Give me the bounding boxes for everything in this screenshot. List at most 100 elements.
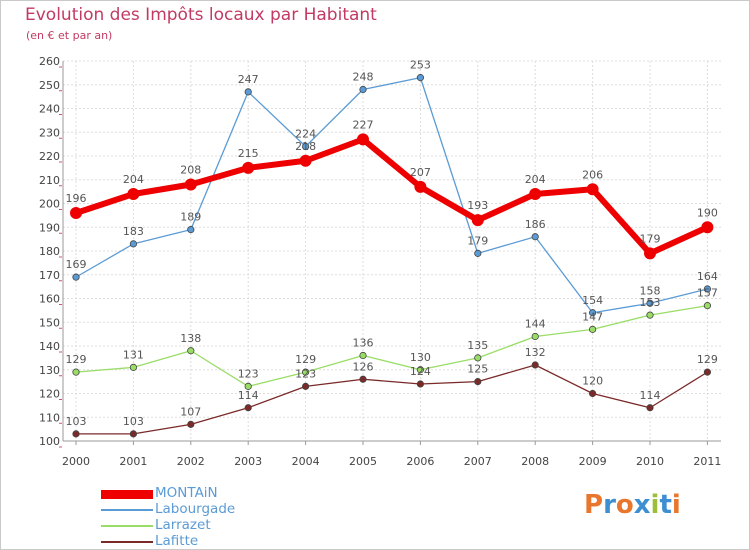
series-line-lafitte (76, 364, 708, 435)
data-label: 186 (525, 218, 546, 231)
data-point (531, 332, 539, 341)
data-label: 227 (353, 118, 374, 131)
y-tick-label: 100 (39, 435, 60, 448)
data-label: 132 (525, 346, 546, 359)
chart-subtitle: (en € et par an) (26, 29, 113, 42)
data-label: 179 (640, 232, 661, 245)
legend-item-montain: MONTAiN (101, 485, 321, 502)
data-label: 129 (295, 353, 316, 366)
data-point (646, 404, 654, 412)
y-tick-label: 250 (39, 79, 60, 92)
y-tick-label: 160 (39, 293, 60, 306)
data-label: 131 (123, 348, 144, 361)
data-point (474, 354, 482, 362)
data-label: 123 (295, 367, 316, 380)
data-label: 123 (238, 367, 259, 380)
data-label: 135 (467, 339, 488, 352)
legend-item-lafitte: Lafitte (101, 533, 321, 550)
data-label: 190 (697, 206, 718, 219)
chart-title: Evolution des Impôts locaux par Habitant (25, 5, 377, 25)
data-point (703, 285, 712, 293)
data-point (416, 380, 424, 388)
data-label: 154 (582, 294, 603, 307)
data-label: 158 (640, 284, 661, 297)
data-point (474, 378, 482, 386)
data-label: 224 (295, 128, 316, 141)
data-label: 125 (467, 363, 488, 376)
y-tick-label: 190 (39, 221, 60, 234)
logo-letter: t (659, 490, 672, 520)
data-label: 103 (123, 415, 144, 428)
series-line-larrazet (75, 304, 708, 388)
y-tick-label: 150 (39, 316, 60, 329)
legend-item-labourgade: Labourgade (101, 501, 321, 518)
data-point (301, 382, 310, 390)
data-point (703, 302, 712, 310)
line-chart: 100 110 120 130 140 150 160 170 180 190 200 210 220 2… (39, 55, 721, 468)
data-point (588, 389, 597, 398)
logo-letter: i (671, 490, 681, 520)
y-tick-label: 130 (39, 364, 60, 377)
data-point (187, 226, 195, 234)
data-point (357, 133, 369, 146)
data-label: 169 (66, 258, 87, 271)
logo-letter: o (615, 490, 634, 520)
x-tick-label: 2001 (119, 455, 147, 468)
y-tick-label: 260 (39, 55, 60, 68)
data-label: 179 (467, 234, 488, 247)
legend-label: Labourgade (155, 501, 236, 517)
data-point (644, 247, 656, 260)
data-label: 129 (66, 353, 87, 366)
x-tick-label: 2002 (177, 455, 205, 468)
data-point (701, 221, 714, 234)
data-label: 253 (410, 59, 431, 72)
x-tick-label: 2006 (406, 455, 434, 468)
data-point (129, 240, 137, 248)
data-point (301, 368, 310, 376)
data-point (184, 178, 197, 191)
legend-label: MONTAiN (155, 485, 218, 501)
data-label: 207 (410, 166, 431, 179)
data-label: 206 (582, 168, 603, 181)
y-tick-label: 210 (39, 174, 60, 187)
data-point (359, 351, 367, 360)
data-label: 157 (697, 287, 718, 300)
data-label: 107 (180, 405, 201, 418)
data-label: 144 (525, 318, 546, 331)
data-label: 138 (180, 332, 201, 345)
x-tick-label: 2011 (693, 455, 721, 468)
data-point (72, 368, 80, 376)
data-point (72, 273, 80, 281)
data-point (244, 404, 252, 412)
data-label: 193 (467, 199, 488, 212)
data-label: 147 (582, 310, 603, 323)
data-label: 164 (697, 270, 718, 283)
legend-label: Larrazet (155, 517, 211, 533)
legend-item-larrazet: Larrazet (101, 517, 321, 534)
data-label: 215 (238, 147, 259, 160)
data-point (299, 154, 312, 167)
data-label: 129 (697, 353, 718, 366)
legend-swatch (101, 541, 153, 543)
x-tick-label: 2003 (234, 455, 262, 468)
series-line-labourgade (75, 76, 708, 314)
logo-letter: x (633, 490, 651, 520)
data-label: 204 (123, 173, 144, 186)
data-point (187, 347, 195, 355)
data-point (703, 368, 712, 376)
data-label: 114 (640, 389, 661, 402)
data-point (471, 214, 484, 227)
series-line-montain (75, 136, 709, 257)
legend-swatch (101, 509, 153, 511)
data-label: 183 (123, 225, 144, 238)
logo-letter: r (603, 490, 616, 520)
legend-swatch (101, 490, 153, 499)
data-label: 196 (66, 192, 87, 205)
y-tick-label: 200 (39, 198, 60, 211)
data-point (531, 233, 539, 241)
data-point (474, 249, 482, 257)
y-tick-label: 110 (39, 411, 60, 424)
proxiti-logo: Proxiti (584, 490, 681, 520)
axes: 100 110 120 130 140 150 160 170 180 190 200 210 220 2… (39, 55, 721, 468)
data-point (529, 188, 542, 200)
